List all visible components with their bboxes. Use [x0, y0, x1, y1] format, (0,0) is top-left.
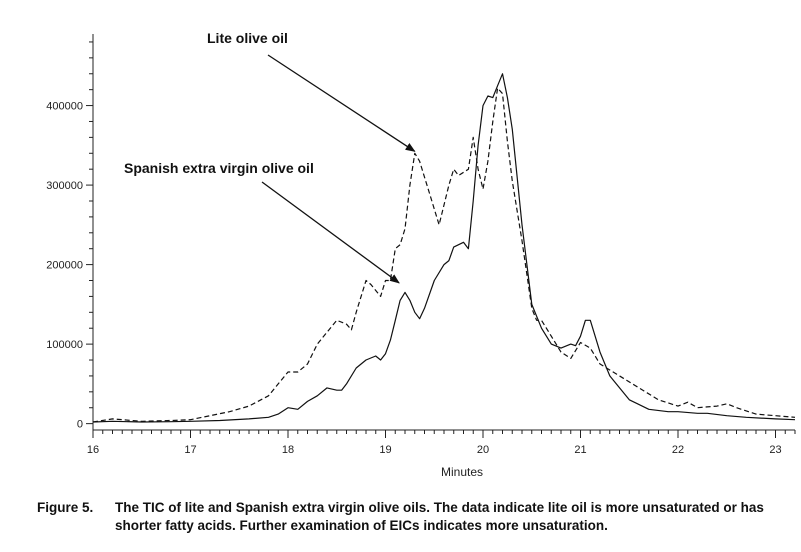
- x-axis-title: Minutes: [441, 465, 483, 479]
- y-tick-label: 100000: [46, 339, 83, 351]
- annotation-arrow-lite: [267, 54, 416, 152]
- x-tick-label: 18: [282, 444, 294, 456]
- figure-label: Figure 5.: [37, 500, 94, 515]
- x-tick-label: 23: [769, 444, 781, 456]
- chromatogram-chart: 0 100000 200000 300000 400000 16 17 18 19 20 21 22…: [46, 30, 796, 479]
- series-line-spanish-evoo: [92, 73, 796, 423]
- y-tick-label: 0: [77, 419, 83, 431]
- annotation-spanish-evoo: Spanish extra virgin olive oil: [124, 160, 314, 176]
- annotation-lite-olive-oil: Lite olive oil: [207, 30, 288, 46]
- annotation-arrow-spanish: [261, 181, 400, 284]
- y-axis: 0 100000 200000 300000 400000: [46, 34, 94, 431]
- x-tick-label: 16: [87, 444, 99, 456]
- x-tick-label: 19: [379, 444, 391, 456]
- x-tick-label: 21: [574, 444, 586, 456]
- y-tick-label: 200000: [46, 260, 83, 272]
- y-tick-label: 400000: [46, 101, 83, 113]
- series-line-lite-olive-oil: [92, 87, 796, 423]
- x-tick-label: 17: [184, 444, 196, 456]
- figure-caption-text: The TIC of lite and Spanish extra virgin…: [115, 500, 764, 533]
- x-axis: 16 17 18 19 20 21 22 23: [87, 429, 796, 456]
- annotations: Lite olive oil Spanish extra virgin oliv…: [124, 30, 416, 284]
- series-layer: [92, 73, 796, 423]
- x-tick-label: 20: [477, 444, 489, 456]
- y-tick-label: 300000: [46, 180, 83, 192]
- x-tick-label: 22: [672, 444, 684, 456]
